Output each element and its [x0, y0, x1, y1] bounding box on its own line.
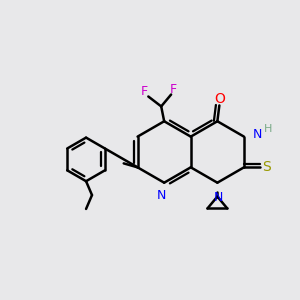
Text: F: F [169, 83, 177, 96]
Text: N: N [253, 128, 262, 141]
Text: F: F [141, 85, 148, 98]
Text: H: H [264, 124, 272, 134]
Text: S: S [262, 160, 271, 174]
Text: N: N [157, 189, 166, 202]
Text: N: N [214, 190, 223, 204]
Text: O: O [214, 92, 225, 106]
